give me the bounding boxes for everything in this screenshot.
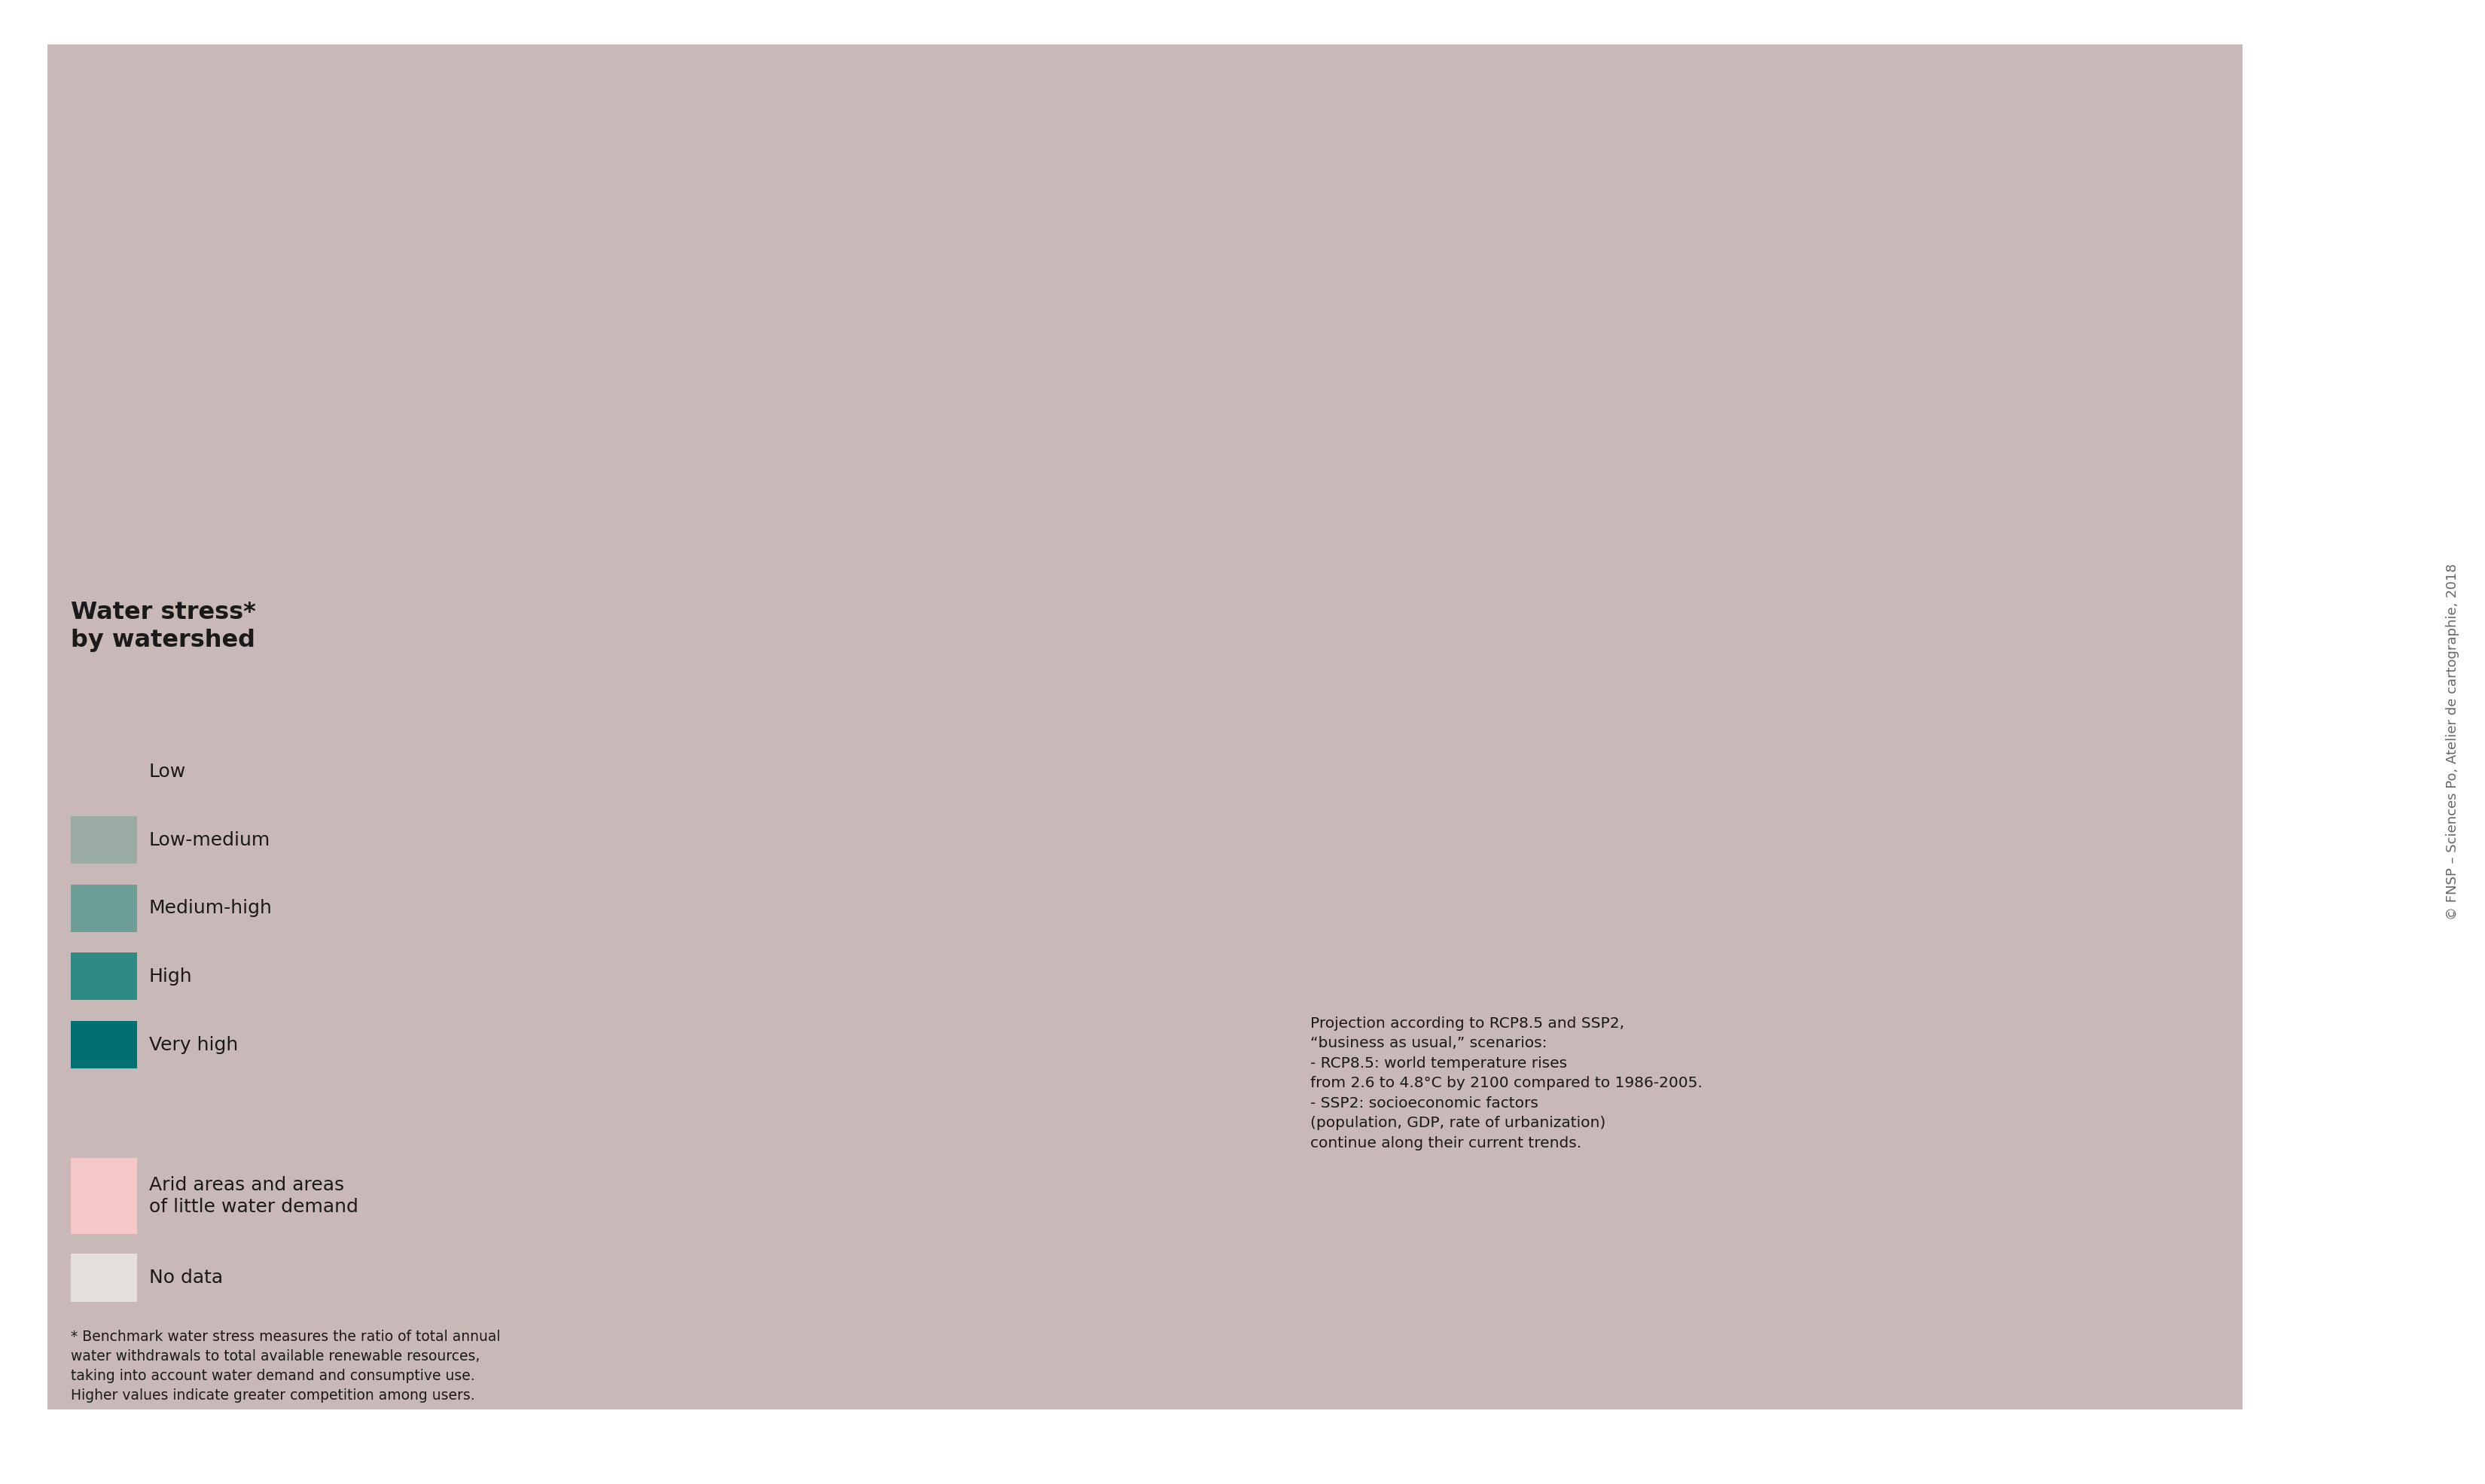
FancyBboxPatch shape	[70, 953, 137, 1000]
Text: High: High	[149, 968, 191, 985]
FancyBboxPatch shape	[70, 1158, 137, 1235]
FancyBboxPatch shape	[70, 1254, 137, 1301]
Text: * Benchmark water stress measures the ratio of total annual
water withdrawals to: * Benchmark water stress measures the ra…	[70, 1330, 499, 1402]
FancyBboxPatch shape	[70, 748, 137, 795]
FancyBboxPatch shape	[70, 884, 137, 932]
Text: Low-medium: Low-medium	[149, 831, 271, 849]
Text: Low: Low	[149, 763, 186, 781]
Text: Medium-high: Medium-high	[149, 899, 273, 917]
Text: Very high: Very high	[149, 1036, 239, 1054]
Text: No data: No data	[149, 1269, 224, 1287]
FancyBboxPatch shape	[70, 816, 137, 864]
Text: Water stress*
by watershed: Water stress* by watershed	[70, 601, 256, 653]
FancyBboxPatch shape	[70, 1021, 137, 1068]
Text: Arid areas and areas
of little water demand: Arid areas and areas of little water dem…	[149, 1175, 358, 1217]
Text: Projection according to RCP8.5 and SSP2,
“business as usual,” scenarios:
- RCP8.: Projection according to RCP8.5 and SSP2,…	[1310, 1017, 1702, 1150]
Text: © FNSP – Sciences Po, Atelier de cartographie, 2018: © FNSP – Sciences Po, Atelier de cartogr…	[2445, 564, 2460, 920]
